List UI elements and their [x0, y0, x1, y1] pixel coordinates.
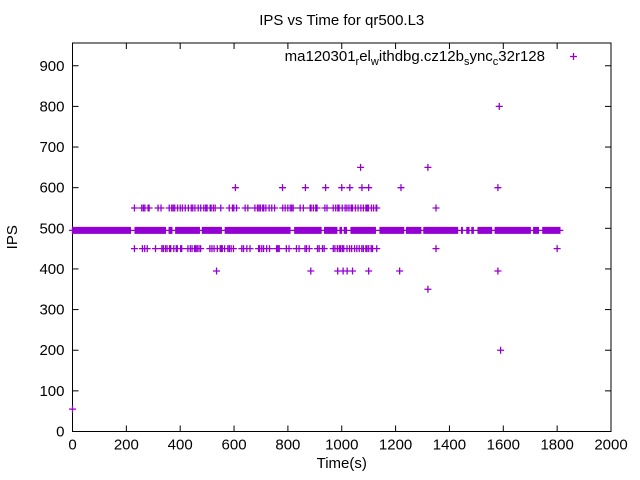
y-tick-label: 800: [39, 98, 64, 115]
y-tick-label: 400: [39, 261, 64, 278]
legend: ma120301relwithdbg.cz12bsyncc32r128: [285, 48, 545, 68]
y-tick-label: 100: [39, 383, 64, 400]
x-tick-label: 1600: [487, 437, 520, 454]
y-tick-label: 900: [39, 58, 64, 75]
x-tick-label: 800: [275, 437, 300, 454]
y-tick-label: 300: [39, 302, 64, 319]
series-points: [69, 53, 577, 413]
x-tick-label: 0: [68, 437, 76, 454]
y-tick-label: 700: [39, 139, 64, 156]
x-axis-label: Time(s): [317, 455, 367, 472]
x-tick-label: 600: [222, 437, 247, 454]
x-tick-label: 400: [168, 437, 193, 454]
x-tick-label: 2000: [594, 437, 627, 454]
x-tick-label: 1800: [540, 437, 573, 454]
x-tick-label: 200: [114, 437, 139, 454]
x-tick-label: 1400: [433, 437, 466, 454]
y-axis-label: IPS: [4, 225, 21, 249]
y-tick-label: 500: [39, 220, 64, 237]
chart-title: IPS vs Time for qr500.L3: [259, 12, 424, 29]
tick-labels: 0 200 400 600 800 1000 1200 1400 1600 1800 2000 0 10…: [39, 58, 627, 454]
axes: [72, 42, 612, 432]
y-tick-label: 600: [39, 180, 64, 197]
x-tick-label: 1000: [325, 437, 358, 454]
legend-series-label: ma120301relwithdbg.cz12bsyncc32r128: [285, 48, 545, 68]
y-tick-label: 200: [39, 342, 64, 359]
y-tick-label: 0: [56, 424, 64, 441]
x-tick-label: 1200: [379, 437, 412, 454]
